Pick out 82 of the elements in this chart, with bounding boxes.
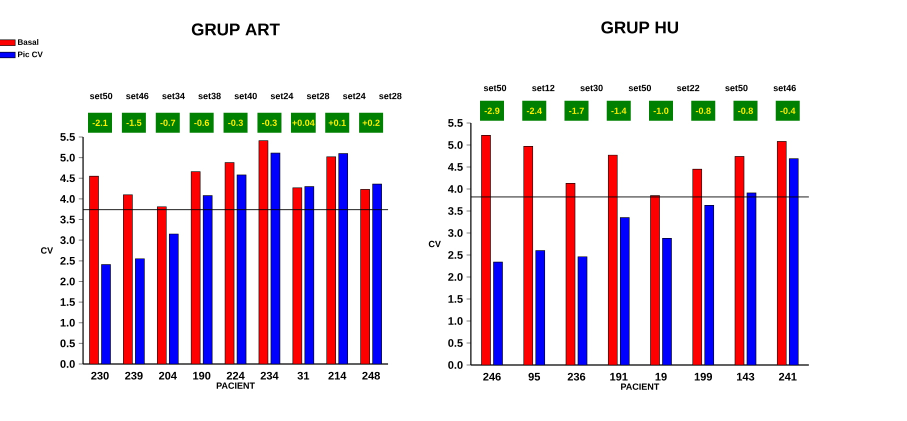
text: -0.3 [228,120,243,126]
y-tick-label: 3.0 [448,229,463,237]
x-tick-label: 190 [193,372,210,380]
text: set50 [725,84,748,92]
legend-label: Pic CV [18,51,43,58]
text: set28 [379,92,402,100]
text: set46 [774,84,796,92]
x-tick-label: 248 [362,372,380,380]
text: set30 [580,84,603,92]
y-tick-label: 2.5 [448,251,463,259]
x-tick-label: 230 [91,372,109,380]
text: -0.8 [696,108,711,114]
y-tick-label: 3.5 [60,216,75,224]
chart-title: GRUP ART [192,23,280,36]
y-tick-label: 1.5 [448,295,463,303]
text: set28 [306,92,330,100]
y-tick-label: 5.0 [448,141,463,149]
text: -0.4 [780,108,796,114]
x-tick-label: 19 [656,372,667,381]
text: -0.6 [194,120,210,126]
text: +0.04 [292,120,315,126]
y-tick-label: 0.5 [60,339,75,348]
x-tick-label: 143 [737,372,754,381]
text: -0.3 [262,120,277,126]
y-tick-label: 1.5 [60,298,75,306]
y-tick-label: 1.0 [448,317,463,325]
text: set50 [484,84,506,92]
text: -1.4 [611,108,626,114]
chart-title: GRUP HU [601,21,678,34]
x-tick-label: 31 [297,372,310,380]
text: -1.0 [654,108,668,114]
text: set24 [342,92,366,100]
x-tick-label: 191 [610,372,628,381]
text: -1.5 [126,120,142,126]
text: set46 [126,92,148,100]
x-tick-label: 224 [226,372,245,380]
text: -0.8 [738,108,753,114]
y-tick-label: 2.5 [60,256,75,265]
y-tick-label: 0.0 [60,360,75,368]
y-axis-title: CV [428,240,441,248]
text: set38 [198,92,221,100]
y-tick-label: 4.5 [448,163,463,171]
text: set50 [628,84,652,92]
x-tick-label: 246 [483,372,501,381]
y-tick-label: 5.0 [60,154,75,162]
y-tick-label: 0.0 [448,361,463,369]
y-tick-label: 3.5 [448,207,463,215]
x-axis-title: PACIENT [621,383,660,390]
text: set50 [90,92,112,100]
y-tick-label: 4.0 [60,195,75,203]
text: -2.9 [484,108,500,114]
text: -1.7 [569,108,584,114]
text: set40 [234,92,257,100]
y-axis-title: CV [40,247,54,254]
x-axis-title: PACIENT [216,382,255,389]
x-tick-label: 204 [158,372,177,380]
text: set24 [270,92,294,100]
text: +0.2 [362,120,380,126]
text: set22 [676,84,700,92]
x-tick-label: 241 [778,372,797,380]
text: -0.7 [160,120,176,126]
y-tick-label: 0.5 [448,339,463,347]
text: -2.4 [526,108,542,114]
y-tick-label: 3.0 [60,236,75,244]
y-tick-label: 4.0 [448,185,463,193]
x-tick-label: 214 [328,372,346,380]
text: +0.1 [328,120,346,126]
x-tick-label: 199 [694,372,712,381]
y-tick-label: 5.5 [448,119,463,127]
y-tick-label: 4.5 [60,174,75,182]
text: set34 [162,92,185,100]
y-tick-label: 2.0 [60,278,75,286]
x-tick-label: 236 [568,372,586,381]
text: set12 [532,84,554,92]
x-tick-label: 239 [125,372,143,380]
x-tick-label: 234 [260,372,279,380]
y-tick-label: 2.0 [448,273,463,281]
x-tick-label: 95 [528,372,540,381]
text: -2.1 [92,120,108,126]
y-tick-label: 1.0 [60,318,75,327]
legend-label: Basal [18,39,38,45]
y-tick-label: 5.5 [60,133,75,141]
